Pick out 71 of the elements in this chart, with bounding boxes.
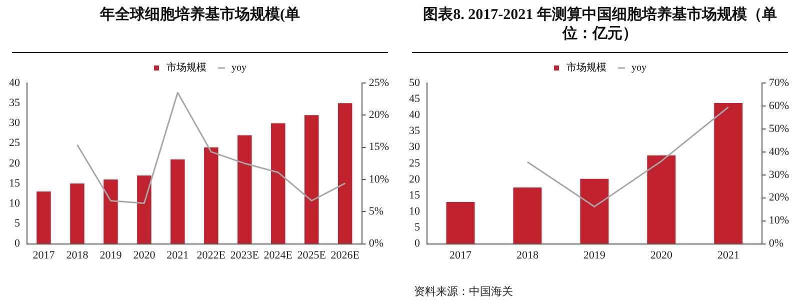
y2-tick-label: 70% <box>768 76 790 89</box>
legend-label: 市场规模 <box>166 62 206 74</box>
x-tick-label: 2021 <box>166 249 189 262</box>
bar <box>446 202 475 244</box>
x-tick-label: 2018 <box>516 249 539 262</box>
bar <box>70 184 84 244</box>
y-tick-label: 40 <box>9 76 20 89</box>
y-tick-label: 15 <box>409 189 420 202</box>
x-tick-label: 2025E <box>297 249 326 262</box>
y-tick-label: 5 <box>14 218 20 230</box>
legend-label: 市场规模 <box>566 62 606 74</box>
bar <box>271 123 286 244</box>
bar <box>170 159 185 244</box>
y-tick-label: 0 <box>14 238 20 250</box>
x-tick-label: 2017 <box>32 249 56 262</box>
y2-tick-label: 5% <box>368 206 384 218</box>
y-tick-label: 10 <box>409 206 420 218</box>
bar <box>104 179 118 244</box>
bar <box>513 188 542 244</box>
legend-label: yoy <box>632 62 646 74</box>
y2-tick-label: 25% <box>368 76 390 89</box>
y-tick-label: 30 <box>9 117 20 130</box>
y-tick-label: 45 <box>409 92 420 105</box>
y-tick-label: 40 <box>409 109 420 122</box>
bar <box>304 115 319 244</box>
x-tick-label: 2026E <box>330 249 360 262</box>
y2-tick-label: 10% <box>368 173 390 186</box>
x-tick-label: 2018 <box>66 249 89 262</box>
y-tick-label: 15 <box>9 177 20 190</box>
bar <box>647 155 676 244</box>
y-tick-label: 5 <box>414 222 420 234</box>
chart-title: 图表8. 2017-2021 年测算中国细胞培养基市场规模（单位：亿元） <box>412 6 788 53</box>
y2-tick-label: 40% <box>768 146 790 158</box>
y-tick-label: 20 <box>9 157 20 170</box>
bar <box>137 175 152 244</box>
y-tick-label: 30 <box>409 141 420 154</box>
bar <box>714 102 743 244</box>
x-tick-label: 2022E <box>196 249 226 262</box>
y-tick-label: 10 <box>9 197 20 210</box>
chart-title: 年全球细胞培养基市场规模(单 <box>12 6 388 53</box>
y-tick-label: 0 <box>414 238 420 250</box>
y2-tick-label: 30% <box>768 168 790 181</box>
y2-tick-label: 0% <box>368 238 384 250</box>
bar <box>580 178 609 244</box>
y2-tick-label: 50% <box>768 122 790 135</box>
y-tick-label: 50 <box>409 76 420 89</box>
y2-tick-label: 60% <box>768 100 790 112</box>
y-tick-label: 20 <box>409 173 420 186</box>
x-tick-label: 2021 <box>717 249 740 262</box>
y2-tick-label: 20% <box>768 192 790 204</box>
y-tick-label: 25 <box>9 137 20 150</box>
x-tick-label: 2020 <box>650 249 673 262</box>
bar <box>238 135 252 244</box>
x-tick-label: 2020 <box>133 249 156 262</box>
text: 资料来源：中国海关 <box>414 284 513 299</box>
y-tick-label: 25 <box>409 157 420 170</box>
bar <box>204 147 218 244</box>
y-tick-label: 35 <box>409 125 420 138</box>
y2-tick-label: 15% <box>368 141 390 154</box>
x-tick-label: 2017 <box>449 249 472 262</box>
bar <box>36 192 51 244</box>
x-tick-label: 2019 <box>100 249 122 262</box>
y-tick-label: 35 <box>9 96 20 109</box>
y2-tick-label: 20% <box>368 109 390 122</box>
y2-tick-label: 10% <box>768 214 790 227</box>
x-tick-label: 2019 <box>583 249 606 262</box>
x-tick-label: 2023E <box>230 249 260 262</box>
y2-tick-label: 0% <box>768 238 784 250</box>
legend-label: yoy <box>232 62 246 74</box>
x-tick-label: 2024E <box>264 249 293 262</box>
bar <box>338 103 352 244</box>
